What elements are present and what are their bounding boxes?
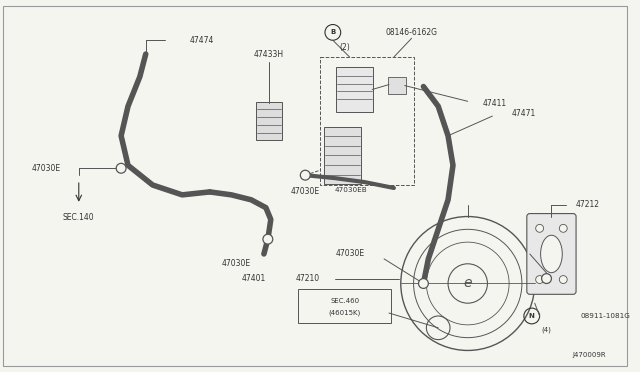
Text: 08911-1081G: 08911-1081G <box>581 313 631 319</box>
Text: 47411: 47411 <box>483 99 507 108</box>
FancyBboxPatch shape <box>256 102 282 140</box>
Text: 47030E: 47030E <box>222 259 251 268</box>
Circle shape <box>263 234 273 244</box>
Text: J470009R: J470009R <box>572 352 605 358</box>
Text: B: B <box>330 29 335 35</box>
Circle shape <box>116 163 126 173</box>
Circle shape <box>559 276 567 283</box>
FancyBboxPatch shape <box>534 268 547 289</box>
Text: 08146-6162G: 08146-6162G <box>386 28 438 37</box>
Text: (2): (2) <box>339 43 350 52</box>
Text: (46015K): (46015K) <box>328 310 361 316</box>
Circle shape <box>559 224 567 232</box>
Ellipse shape <box>541 235 563 273</box>
FancyBboxPatch shape <box>336 67 373 112</box>
FancyBboxPatch shape <box>388 77 406 94</box>
Text: (4): (4) <box>541 327 552 333</box>
Text: 47030E: 47030E <box>32 164 61 173</box>
Circle shape <box>300 170 310 180</box>
Circle shape <box>536 224 543 232</box>
FancyBboxPatch shape <box>527 214 576 294</box>
Circle shape <box>541 274 552 283</box>
Text: SEC.140: SEC.140 <box>63 213 95 222</box>
Text: 47401: 47401 <box>242 274 266 283</box>
Text: 47474: 47474 <box>190 36 214 45</box>
Circle shape <box>536 276 543 283</box>
Text: 47030EB: 47030EB <box>335 187 367 193</box>
FancyBboxPatch shape <box>324 127 362 184</box>
Text: SEC.460: SEC.460 <box>330 298 359 304</box>
Text: 47471: 47471 <box>512 109 536 118</box>
Text: 47210: 47210 <box>296 274 320 283</box>
Text: N: N <box>529 313 534 319</box>
Text: 47433H: 47433H <box>254 49 284 58</box>
Text: 47030E: 47030E <box>291 187 320 196</box>
FancyBboxPatch shape <box>298 289 391 323</box>
Text: 47030E: 47030E <box>335 250 364 259</box>
Text: e: e <box>463 276 472 291</box>
Text: 47212: 47212 <box>576 200 600 209</box>
Circle shape <box>419 279 428 288</box>
